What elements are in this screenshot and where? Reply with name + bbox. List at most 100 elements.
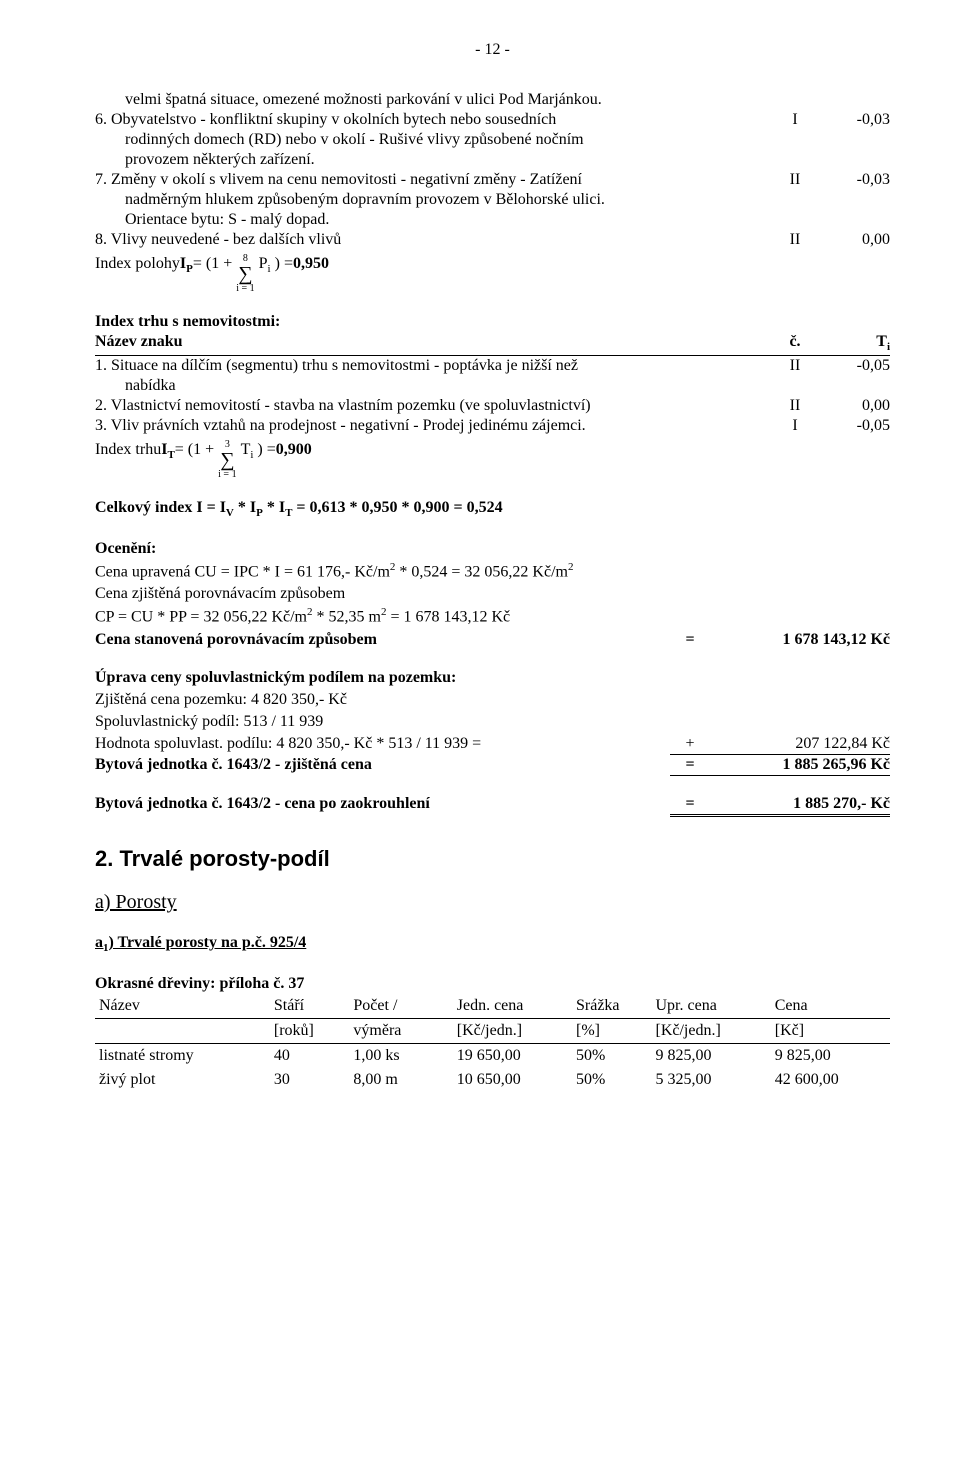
- cell: II: [770, 356, 820, 376]
- result-eq: =: [670, 755, 710, 776]
- item-v: -0,03: [820, 170, 890, 190]
- cell: 3. Vliv právních vztahů na prodejnost - …: [95, 416, 770, 436]
- cell: 0,00: [820, 396, 890, 416]
- cell: 2. Vlastnictví nemovitostí - stavba na v…: [95, 396, 770, 416]
- cell: 8,00 m: [349, 1068, 452, 1092]
- page-number: - 12 -: [95, 40, 890, 60]
- cell: 1,00 ks: [349, 1043, 452, 1068]
- cell: 50%: [572, 1043, 652, 1068]
- cell: živý plot: [95, 1068, 270, 1092]
- result-row: Bytová jednotka č. 1643/2 - zjištěná cen…: [95, 755, 890, 776]
- items-block: velmi špatná situace, omezené možnosti p…: [95, 90, 890, 250]
- item-row: rodinných domech (RD) nebo v okolí - Ruš…: [95, 130, 890, 150]
- item-text: 7. Změny v okolí s vlivem na cenu nemovi…: [95, 170, 770, 190]
- f-prefix: Index polohy: [95, 254, 180, 274]
- result-eq: +: [670, 734, 710, 755]
- oceneni-heading: Ocenění:: [95, 539, 890, 559]
- okrasne-heading: Okrasné dřeviny: příloha č. 37: [95, 974, 890, 994]
- index-trhu-heading: Index trhu s nemovitostmi:: [95, 312, 890, 332]
- celkovy-index: Celkový index I = IV * IP * IT = 0,613 *…: [95, 498, 890, 521]
- cell: 1. Situace na dílčím (segmentu) trhu s n…: [95, 356, 770, 376]
- th: Počet /: [349, 994, 452, 1019]
- item-row: provozem některých zařízení.: [95, 150, 890, 170]
- cell: 19 650,00: [453, 1043, 572, 1068]
- item-c: [770, 90, 820, 110]
- result-value: 1 885 265,96 Kč: [710, 755, 890, 776]
- item-text: Orientace bytu: S - malý dopad.: [95, 210, 770, 230]
- cell: 50%: [572, 1068, 652, 1092]
- f-sym: IT: [161, 440, 175, 463]
- section-2-heading: 2. Trvalé porosty-podíl: [95, 845, 890, 873]
- result-label: Cena stanovená porovnávacím způsobem: [95, 630, 670, 650]
- item-v: -0,03: [820, 110, 890, 130]
- trvale-heading: a1) Trvalé porosty na p.č. 925/4: [95, 933, 890, 956]
- sigma-icon: 8 ∑ i = 1: [236, 254, 254, 294]
- th: Cena: [771, 994, 890, 1019]
- item-row: velmi špatná situace, omezené možnosti p…: [95, 90, 890, 110]
- cell: listnaté stromy: [95, 1043, 270, 1068]
- f-tail: Ti ) =: [241, 440, 276, 463]
- f-val: 0,950: [293, 254, 329, 274]
- oc-line: Cena zjištěná porovnávacím způsobem: [95, 584, 890, 604]
- th: [Kč/jedn.]: [453, 1018, 572, 1043]
- item-v: [820, 90, 890, 110]
- f-prefix: Index trhu: [95, 440, 161, 460]
- table-row: 3. Vliv právních vztahů na prodejnost - …: [95, 416, 890, 436]
- th: Jedn. cena: [453, 994, 572, 1019]
- f-mid: = (1 +: [193, 254, 232, 274]
- table-row: 2. Vlastnictví nemovitostí - stavba na v…: [95, 396, 890, 416]
- table-row: živý plot 30 8,00 m 10 650,00 50% 5 325,…: [95, 1068, 890, 1092]
- table-row: listnaté stromy 40 1,00 ks 19 650,00 50%…: [95, 1043, 890, 1068]
- oc-line: Cena upravená CU = IPC * I = 61 176,- Kč…: [95, 561, 890, 582]
- sigma-icon: 3 ∑ i = 1: [218, 440, 236, 480]
- result-value: 1 678 143,12 Kč: [710, 630, 890, 650]
- th: Název: [95, 994, 270, 1019]
- th: [Kč/jedn.]: [651, 1018, 770, 1043]
- item-row: 7. Změny v okolí s vlivem na cenu nemovi…: [95, 170, 890, 190]
- cell: 9 825,00: [771, 1043, 890, 1068]
- result-value: 207 122,84 Kč: [710, 734, 890, 755]
- th-col: č.: [770, 332, 820, 355]
- item-text: 8. Vlivy neuvedené - bez dalších vlivů: [95, 230, 770, 250]
- f-mid: = (1 +: [175, 440, 214, 460]
- uprava-heading: Úprava ceny spoluvlastnickým podílem na …: [95, 668, 890, 688]
- result-eq: =: [670, 630, 710, 650]
- item-v: 0,00: [820, 230, 890, 250]
- result-eq: =: [670, 794, 710, 817]
- th: [roků]: [270, 1018, 350, 1043]
- cell: 30: [270, 1068, 350, 1092]
- th-name: Název znaku: [95, 332, 770, 355]
- item-text: velmi špatná situace, omezené možnosti p…: [95, 90, 770, 110]
- table-header-row: [roků] výměra [Kč/jedn.] [%] [Kč/jedn.] …: [95, 1018, 890, 1043]
- cell: 5 325,00: [651, 1068, 770, 1092]
- cell: 9 825,00: [651, 1043, 770, 1068]
- index-trhu-formula: Index trhu IT = (1 + 3 ∑ i = 1 Ti ) = 0,…: [95, 440, 890, 480]
- result-value: 1 885 270,- Kč: [710, 794, 890, 817]
- cell: -0,05: [820, 356, 890, 376]
- th: [%]: [572, 1018, 652, 1043]
- result-row: Cena stanovená porovnávacím způsobem=1 6…: [95, 630, 890, 650]
- cell: I: [770, 416, 820, 436]
- item-text: provozem některých zařízení.: [95, 150, 770, 170]
- th: Srážka: [572, 994, 652, 1019]
- porosty-heading: a) Porosty: [95, 890, 890, 915]
- result-label: Bytová jednotka č. 1643/2 - zjištěná cen…: [95, 755, 670, 776]
- th: Upr. cena: [651, 994, 770, 1019]
- up-line: Spoluvlastnický podíl: 513 / 11 939: [95, 712, 890, 732]
- table-row: 1. Situace na dílčím (segmentu) trhu s n…: [95, 356, 890, 376]
- index-polohy-formula: Index polohy IP = (1 + 8 ∑ i = 1 Pi ) = …: [95, 254, 890, 294]
- item-text: 6. Obyvatelstvo - konfliktní skupiny v o…: [95, 110, 770, 130]
- item-row: nadměrným hlukem způsobeným dopravním pr…: [95, 190, 890, 210]
- cell: II: [770, 396, 820, 416]
- cell: 10 650,00: [453, 1068, 572, 1092]
- item-text: nadměrným hlukem způsobeným dopravním pr…: [95, 190, 770, 210]
- item-row: Orientace bytu: S - malý dopad.: [95, 210, 890, 230]
- item-row: 8. Vlivy neuvedené - bez dalších vlivůII…: [95, 230, 890, 250]
- result-row: Bytová jednotka č. 1643/2 - cena po zaok…: [95, 794, 890, 817]
- item-c: II: [770, 170, 820, 190]
- f-tail: Pi ) =: [259, 254, 293, 277]
- f-val: 0,900: [276, 440, 312, 460]
- th: Stáří: [270, 994, 350, 1019]
- result-label: Hodnota spoluvlast. podílu: 4 820 350,- …: [95, 734, 670, 755]
- cell: 42 600,00: [771, 1068, 890, 1092]
